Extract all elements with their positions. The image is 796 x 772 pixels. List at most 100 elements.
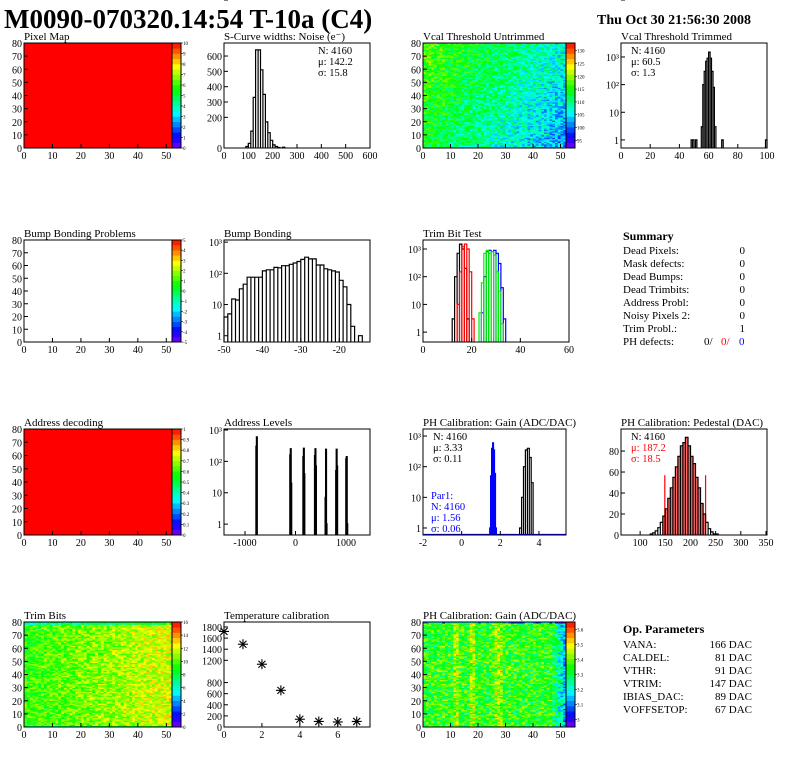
y-tick-label: 0 — [17, 531, 22, 542]
heatmap-cell — [541, 95, 545, 98]
heatmap-cell — [530, 78, 534, 81]
heatmap-cell — [442, 129, 446, 132]
heatmap-cell — [456, 125, 460, 128]
heatmap-cell — [439, 79, 443, 82]
heatmap-cell — [431, 44, 435, 46]
heatmap-cell — [500, 43, 504, 45]
heatmap-cell — [530, 127, 534, 129]
heatmap-cell — [461, 125, 465, 128]
heatmap-cell — [524, 58, 528, 61]
heatmap-cell — [456, 81, 460, 83]
heatmap-cell — [431, 108, 435, 111]
heatmap-cell — [502, 81, 506, 83]
heatmap-cell — [544, 57, 548, 60]
heatmap-cell — [511, 106, 515, 108]
heatmap-cell — [541, 79, 545, 82]
histogram-series-0 — [451, 243, 470, 342]
heatmap-cell — [527, 144, 531, 146]
heatmap-cell — [24, 667, 28, 670]
heatmap-cell — [538, 71, 542, 74]
heatmap-cell — [563, 145, 567, 147]
heatmap-cell — [497, 138, 501, 141]
heatmap-cell — [557, 120, 561, 123]
heatmap-cell — [486, 53, 490, 56]
heatmap-cell — [555, 104, 559, 107]
heatmap-cell — [483, 90, 487, 92]
heatmap-cell — [450, 77, 454, 79]
heatmap-cell — [508, 133, 512, 136]
heatmap-cell — [472, 145, 476, 147]
heatmap-cell — [434, 129, 438, 132]
heatmap-cell — [549, 71, 553, 74]
heatmap-cell — [502, 125, 506, 128]
heatmap-cell — [458, 90, 462, 92]
heatmap-cell — [442, 92, 446, 95]
heatmap-cell — [522, 43, 526, 45]
heatmap-cell — [557, 124, 561, 126]
heatmap-cell — [494, 46, 498, 49]
y-tick-label: 0 — [614, 531, 619, 542]
y-tick-label: 20 — [12, 313, 22, 324]
heatmap-cell — [546, 60, 550, 62]
heatmap-cell — [442, 128, 446, 130]
heatmap-cell — [563, 141, 567, 144]
heatmap-cell — [538, 73, 542, 75]
heatmap-cell — [491, 60, 495, 62]
heatmap-cell — [464, 100, 468, 103]
heatmap-cell — [513, 83, 517, 86]
heatmap-cell — [467, 62, 471, 65]
heatmap-cell — [478, 56, 482, 58]
heatmap-cell — [511, 133, 515, 136]
heatmap-cell — [456, 138, 460, 141]
histogram-series-1 — [456, 243, 475, 342]
colorbar-segment — [172, 455, 181, 462]
heatmap-cell — [434, 145, 438, 147]
heatmap-cell — [519, 103, 523, 105]
heatmap-cell — [439, 82, 443, 84]
heatmap-cell — [450, 95, 454, 98]
heatmap-cell — [494, 77, 498, 79]
heatmap-cell — [505, 121, 509, 124]
heatmap-cell — [513, 130, 517, 133]
heatmap-cell — [538, 46, 542, 49]
heatmap-cell — [522, 88, 526, 91]
heatmap-cell — [453, 77, 457, 79]
heatmap-cell — [442, 46, 446, 49]
heatmap-cell — [563, 109, 567, 112]
heatmap-cell — [541, 52, 545, 54]
heatmap-cell — [555, 67, 559, 70]
heatmap-cell — [549, 61, 553, 63]
heatmap-cell — [428, 91, 432, 94]
heatmap-cell — [431, 69, 435, 71]
heatmap-cell — [24, 682, 28, 684]
heatmap-cell — [557, 133, 561, 136]
heatmap-cell — [445, 77, 449, 79]
heatmap-cell — [472, 113, 476, 116]
heatmap-cell — [431, 137, 435, 140]
heatmap-cell — [442, 61, 446, 63]
heatmap-cell — [469, 96, 473, 99]
heatmap-cell — [513, 137, 517, 140]
heatmap-cell — [546, 106, 550, 108]
heatmap-cell — [513, 88, 517, 91]
heatmap-cell — [530, 77, 534, 79]
heatmap-cell — [472, 77, 476, 79]
heatmap-cell — [524, 136, 528, 138]
heatmap-cell — [552, 64, 556, 66]
heatmap-cell — [483, 107, 487, 109]
heatmap-cell — [489, 91, 493, 94]
heatmap-cell — [555, 108, 559, 111]
heatmap-cell — [560, 112, 564, 115]
heatmap-cell — [527, 115, 531, 117]
heatmap-cell — [475, 70, 479, 73]
heatmap-cell — [436, 102, 440, 104]
heatmap-cell — [533, 48, 537, 50]
heatmap-cell — [552, 57, 556, 60]
heatmap-cell — [442, 136, 446, 138]
heatmap-cell — [450, 145, 454, 147]
heatmap-cell — [26, 716, 30, 719]
heatmap-cell — [491, 146, 495, 149]
heatmap-cell — [513, 145, 517, 147]
heatmap-cell — [431, 83, 435, 86]
heatmap-cell — [530, 144, 534, 146]
